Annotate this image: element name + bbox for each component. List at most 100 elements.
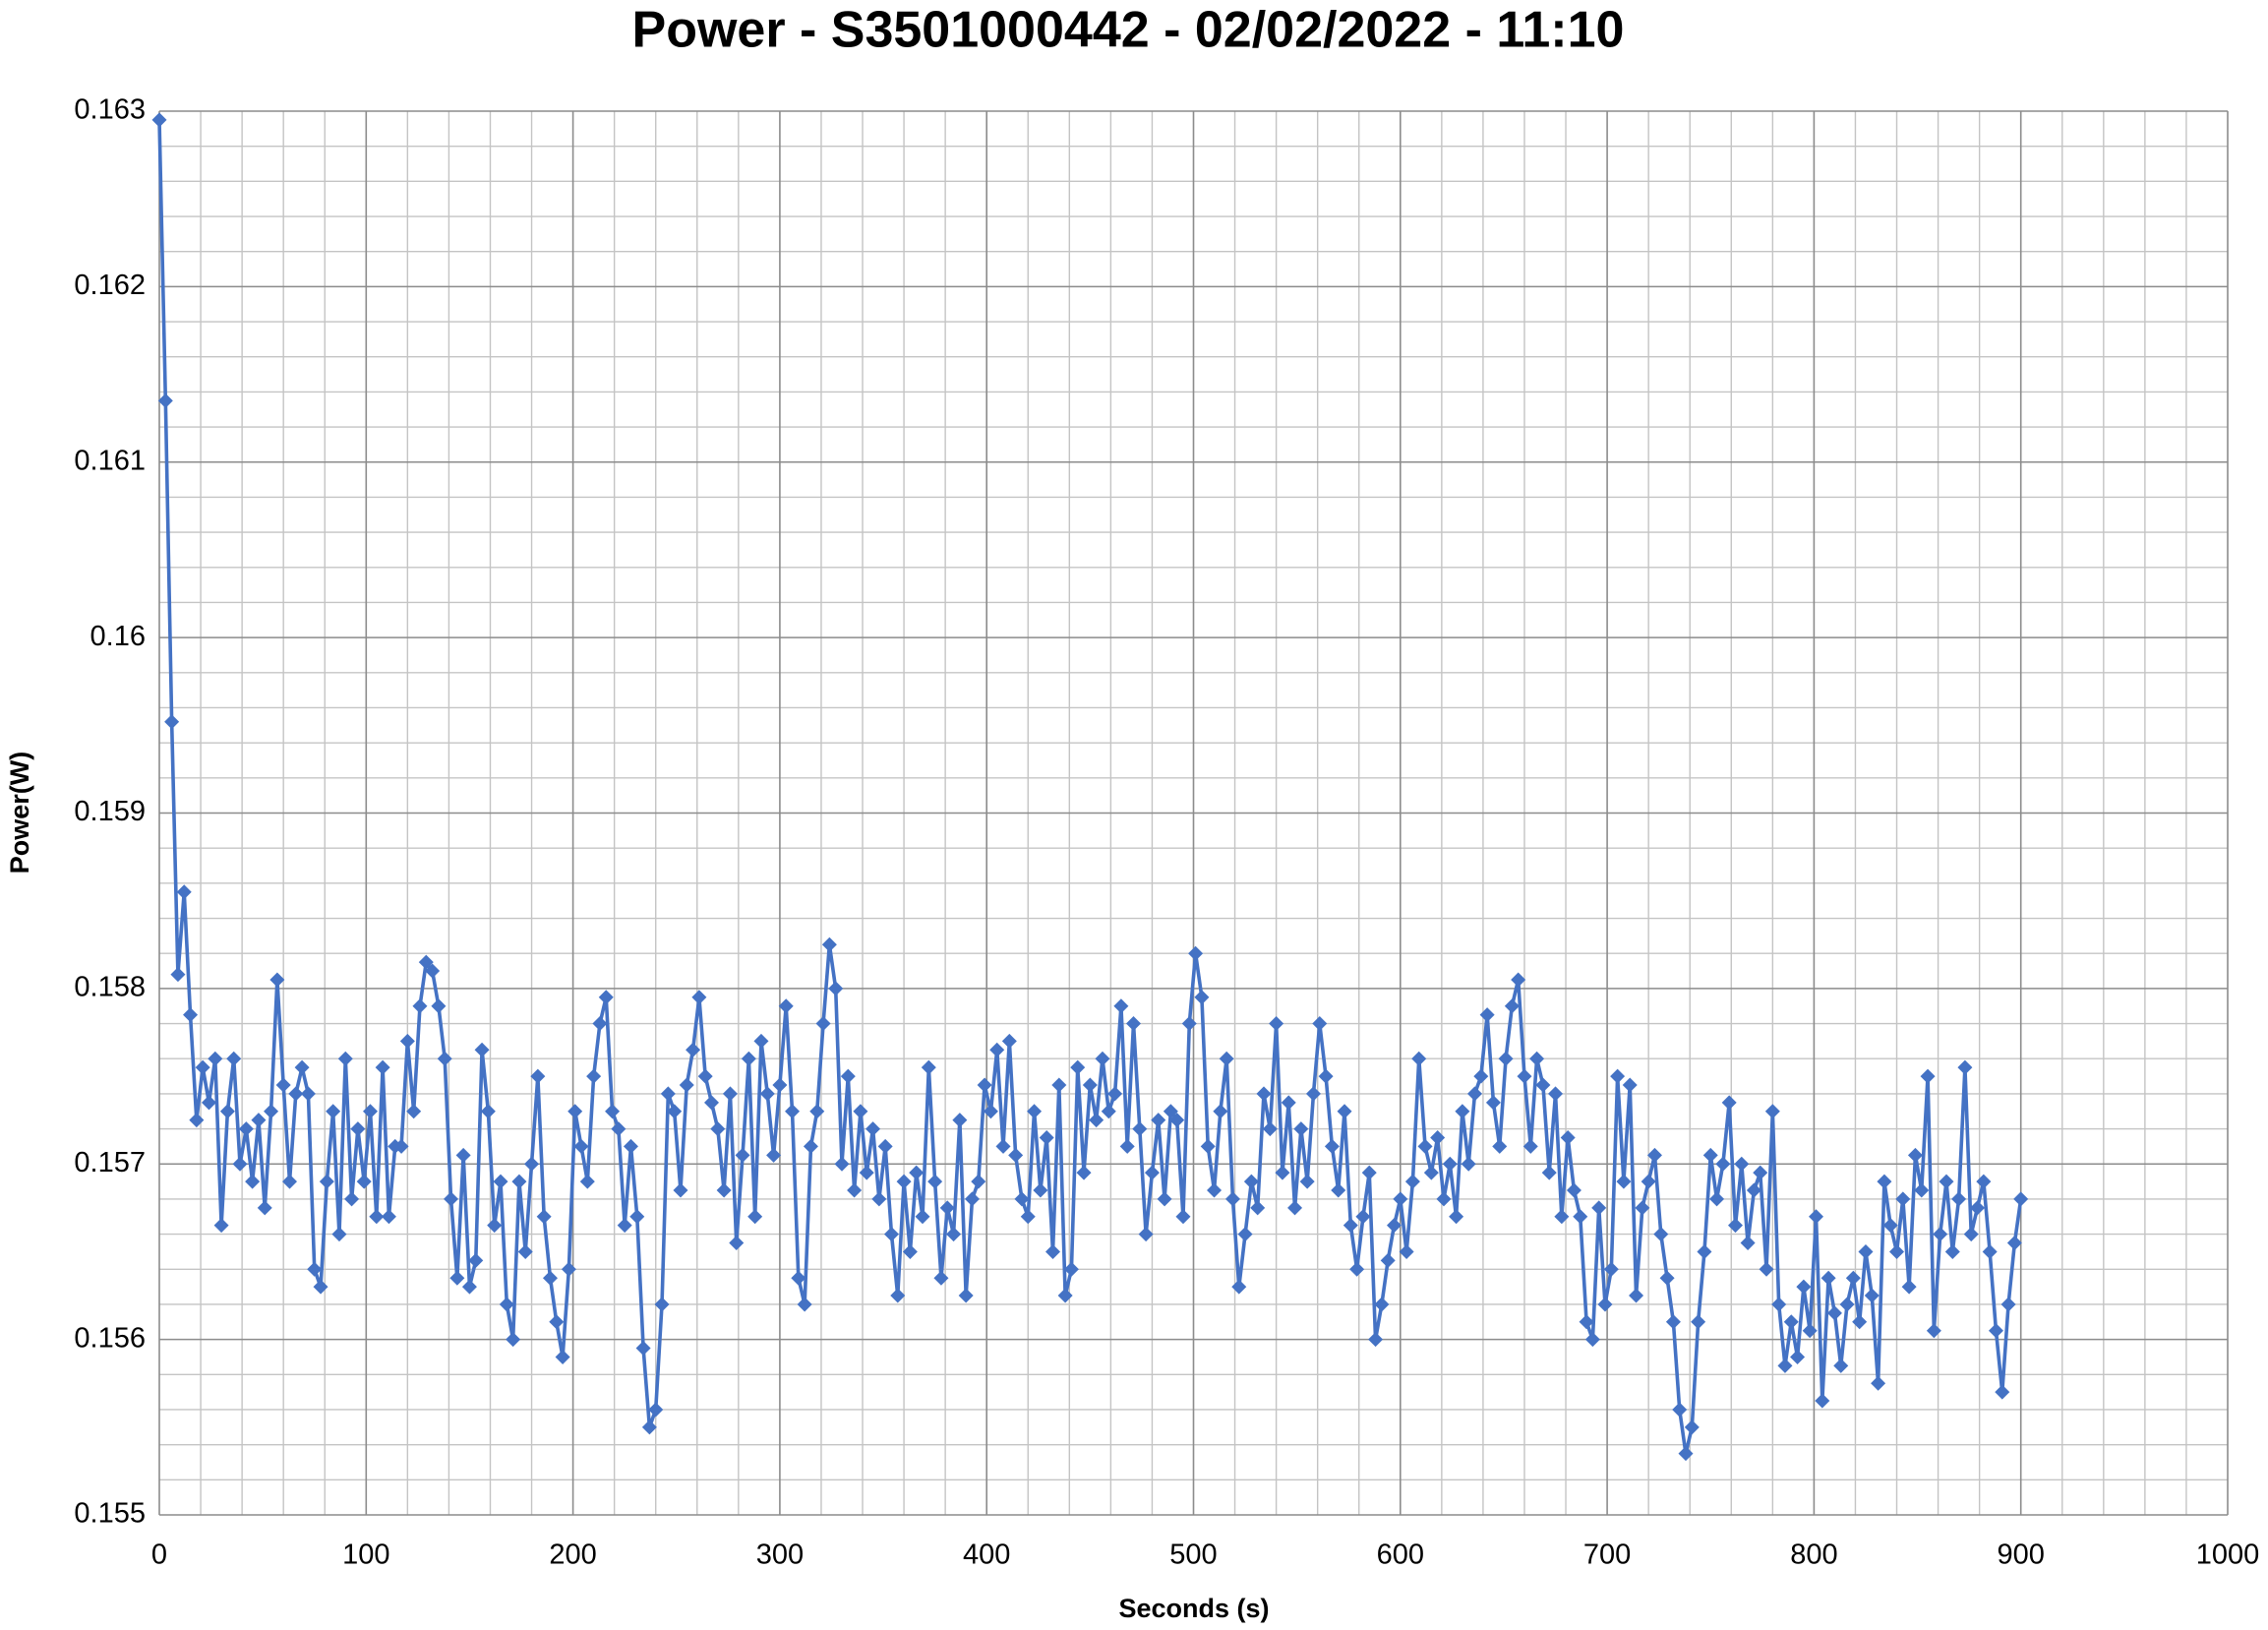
data-point	[1243, 1174, 1259, 1189]
data-point	[579, 1174, 595, 1189]
data-point	[1646, 1147, 1662, 1163]
data-point	[933, 1270, 949, 1286]
data-point	[208, 1051, 223, 1066]
data-point	[821, 936, 837, 952]
data-point	[1697, 1243, 1712, 1259]
data-point	[530, 1068, 546, 1084]
data-point	[461, 1279, 477, 1295]
data-point	[1715, 1156, 1731, 1172]
data-point	[449, 1270, 465, 1286]
data-point	[1933, 1227, 1948, 1242]
data-point	[524, 1156, 540, 1172]
data-point	[1529, 1051, 1545, 1066]
data-point	[946, 1227, 962, 1242]
data-point	[592, 1016, 608, 1032]
data-point	[865, 1121, 881, 1137]
data-point	[1920, 1068, 1936, 1084]
data-point	[952, 1113, 968, 1128]
data-point	[1988, 1323, 2003, 1339]
data-point	[1560, 1129, 1576, 1145]
data-point	[331, 1227, 347, 1242]
y-tick-label: 0.161	[74, 445, 146, 476]
data-point	[1449, 1209, 1464, 1225]
data-point	[1826, 1305, 1842, 1321]
data-point	[337, 1051, 353, 1066]
data-point	[1914, 1182, 1930, 1198]
data-point	[759, 1086, 775, 1102]
data-point	[815, 1016, 831, 1032]
data-point	[1188, 945, 1204, 961]
data-point	[1535, 1077, 1551, 1093]
data-point	[1882, 1218, 1898, 1234]
data-point	[1944, 1243, 1960, 1259]
data-point	[319, 1174, 334, 1189]
data-point	[1541, 1165, 1557, 1180]
x-tick-label: 1000	[2196, 1539, 2260, 1571]
data-point	[2013, 1191, 2029, 1207]
data-point	[1522, 1138, 1538, 1154]
data-point	[1479, 1007, 1495, 1023]
data-point	[344, 1191, 360, 1207]
data-point	[1951, 1191, 1967, 1207]
data-point	[1511, 972, 1526, 988]
data-point	[468, 1252, 484, 1268]
data-point	[877, 1138, 893, 1154]
y-tick-label: 0.162	[74, 270, 146, 301]
data-point	[1355, 1209, 1371, 1225]
data-point	[555, 1349, 570, 1364]
data-point	[1219, 1051, 1234, 1066]
data-point	[1871, 1375, 1886, 1391]
data-point	[232, 1156, 248, 1172]
x-tick-label: 800	[1790, 1539, 1837, 1571]
data-point	[1740, 1236, 1756, 1251]
grid	[158, 110, 2229, 1516]
data-point	[1299, 1174, 1315, 1189]
data-point	[480, 1104, 496, 1119]
data-point	[1169, 1113, 1185, 1128]
data-point	[1665, 1314, 1681, 1330]
data-point	[1877, 1174, 1892, 1189]
data-point	[686, 1042, 701, 1057]
data-point	[406, 1104, 422, 1119]
data-point	[673, 1182, 688, 1198]
data-point	[995, 1138, 1011, 1154]
y-tick-label: 0.155	[74, 1498, 146, 1530]
data-point	[1393, 1191, 1408, 1207]
data-point	[660, 1086, 676, 1102]
data-point	[1926, 1323, 1941, 1339]
data-point	[573, 1138, 589, 1154]
data-point	[1312, 1016, 1328, 1032]
x-tick-label: 0	[151, 1539, 167, 1571]
x-tick-label: 300	[756, 1539, 804, 1571]
data-point	[939, 1200, 955, 1216]
y-tick-label: 0.16	[90, 621, 146, 652]
data-point	[1076, 1165, 1092, 1180]
data-point	[1181, 1016, 1197, 1032]
data-point	[1436, 1191, 1452, 1207]
data-point	[753, 1033, 769, 1049]
data-point	[1573, 1209, 1588, 1225]
x-tick-label: 600	[1377, 1539, 1424, 1571]
data-point	[1597, 1297, 1613, 1312]
data-point	[1566, 1182, 1582, 1198]
data-point	[971, 1174, 986, 1189]
data-point	[1194, 990, 1210, 1005]
data-point	[1802, 1323, 1818, 1339]
data-point	[741, 1051, 756, 1066]
data-point	[1151, 1113, 1166, 1128]
data-point	[1498, 1051, 1514, 1066]
data-point	[487, 1218, 503, 1234]
data-point	[803, 1138, 818, 1154]
data-point	[1864, 1288, 1880, 1303]
data-point	[375, 1059, 390, 1075]
data-point	[958, 1288, 974, 1303]
data-point	[983, 1104, 998, 1119]
data-point	[1759, 1261, 1774, 1277]
data-point	[1256, 1086, 1272, 1102]
data-point	[964, 1191, 980, 1207]
data-point	[201, 1095, 216, 1111]
data-point	[611, 1121, 627, 1137]
data-point	[617, 1218, 632, 1234]
data-point	[1461, 1156, 1476, 1172]
data-point	[1672, 1402, 1688, 1418]
